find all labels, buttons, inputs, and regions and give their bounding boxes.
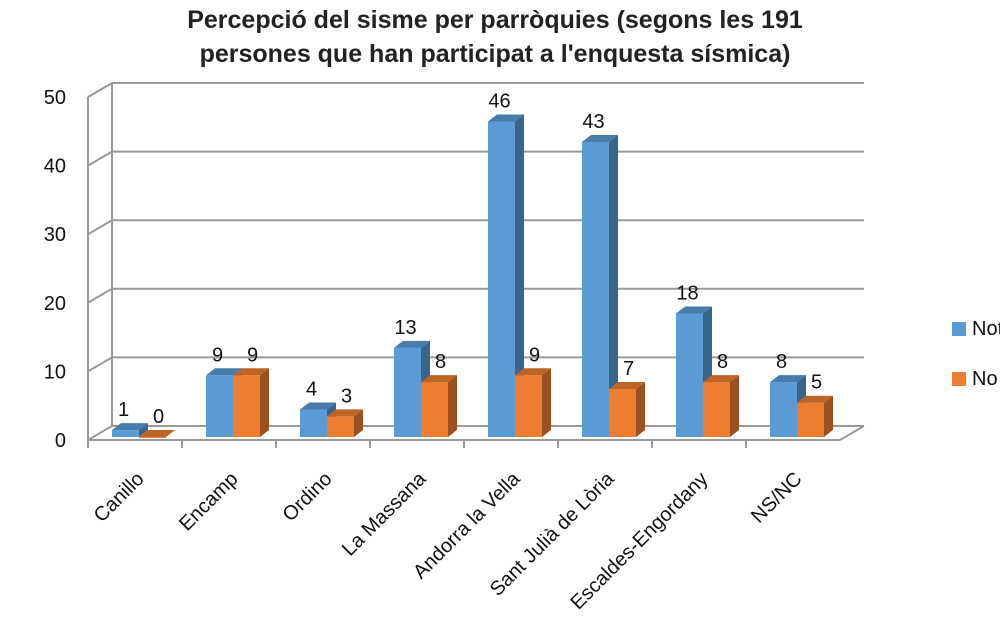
bar-side [824, 395, 833, 437]
bar-front [703, 382, 730, 437]
x-tick-label: NS/NC [747, 468, 807, 528]
bar-front [797, 402, 824, 437]
bar-top [515, 368, 551, 376]
bar-side [260, 368, 269, 437]
data-label: 4 [306, 379, 317, 401]
bar-side [609, 135, 618, 437]
x-tick-label: La Massana [338, 467, 431, 560]
x-tick-label: Canillo [90, 468, 149, 527]
bar-side [139, 423, 148, 437]
data-label: 43 [582, 111, 604, 133]
bar-top [233, 368, 269, 376]
legend-swatch [952, 372, 966, 386]
legend-label: Nota [972, 318, 1000, 340]
data-label: 0 [153, 406, 164, 428]
bar-side [636, 381, 645, 437]
data-label: 8 [776, 351, 787, 373]
bar-front [609, 388, 636, 437]
bar-front [394, 347, 421, 437]
floor-edge [839, 425, 865, 441]
gridline-depth [87, 219, 113, 236]
bar-top [703, 375, 739, 383]
y-tick-label: 0 [55, 430, 66, 452]
bar-top [488, 114, 524, 122]
bar-side [730, 375, 739, 437]
y-tick-label: 50 [44, 87, 66, 109]
bar-top [609, 381, 645, 389]
bar-side [542, 368, 551, 437]
bar-top [139, 430, 175, 437]
bar-front [300, 409, 327, 437]
data-label: 13 [394, 317, 416, 339]
data-label: 46 [488, 90, 510, 112]
x-tick-label: Ordino [279, 468, 337, 526]
bar-front [112, 430, 139, 437]
y-tick-label: 20 [44, 293, 66, 315]
bar-top [206, 368, 242, 376]
bar-front [139, 437, 166, 438]
data-label: 9 [212, 344, 223, 366]
bar-top [582, 135, 618, 143]
bar-front [233, 375, 260, 437]
bar-front [488, 121, 515, 437]
bar-side [354, 409, 363, 437]
bar-front [206, 375, 233, 437]
bar-top [112, 423, 148, 431]
data-label: 7 [623, 358, 634, 380]
data-label: 8 [717, 351, 728, 373]
data-label: 5 [811, 372, 822, 394]
x-tick-label: Encamp [175, 468, 242, 535]
bar-front [582, 142, 609, 437]
data-label: 3 [341, 385, 352, 407]
bar-top [421, 375, 457, 383]
bar-top [327, 409, 363, 417]
bar-front [421, 382, 448, 437]
bar-top [300, 402, 336, 410]
bar-top [797, 395, 833, 403]
bar-top [394, 340, 430, 348]
chart-title-line1: Percepció del sisme per parròquies (sego… [187, 6, 803, 34]
bar-front [770, 382, 797, 437]
chart-title-line2: persones que han participat a l'enquesta… [200, 40, 791, 68]
bar-side [515, 114, 524, 437]
data-label: 9 [529, 344, 540, 366]
bar-side [448, 375, 457, 437]
data-label: 1 [118, 399, 129, 421]
gridline-depth [87, 356, 113, 373]
bar-front [676, 313, 703, 437]
y-tick-label: 40 [44, 156, 66, 178]
gridline-depth [87, 150, 113, 167]
bar-top [676, 306, 712, 314]
y-tick-label: 30 [44, 224, 66, 246]
gridline-depth [87, 287, 113, 304]
data-label: 9 [247, 344, 258, 366]
legend-swatch [952, 322, 966, 336]
gridline-depth [87, 82, 113, 98]
data-label: 18 [676, 283, 698, 305]
bar-front [515, 375, 542, 437]
bar-top [770, 375, 806, 383]
bar-front [327, 416, 354, 437]
gridline-depth [87, 425, 113, 441]
legend-label: No n [972, 368, 1000, 390]
data-label: 8 [435, 351, 446, 373]
y-tick-label: 10 [44, 361, 66, 383]
